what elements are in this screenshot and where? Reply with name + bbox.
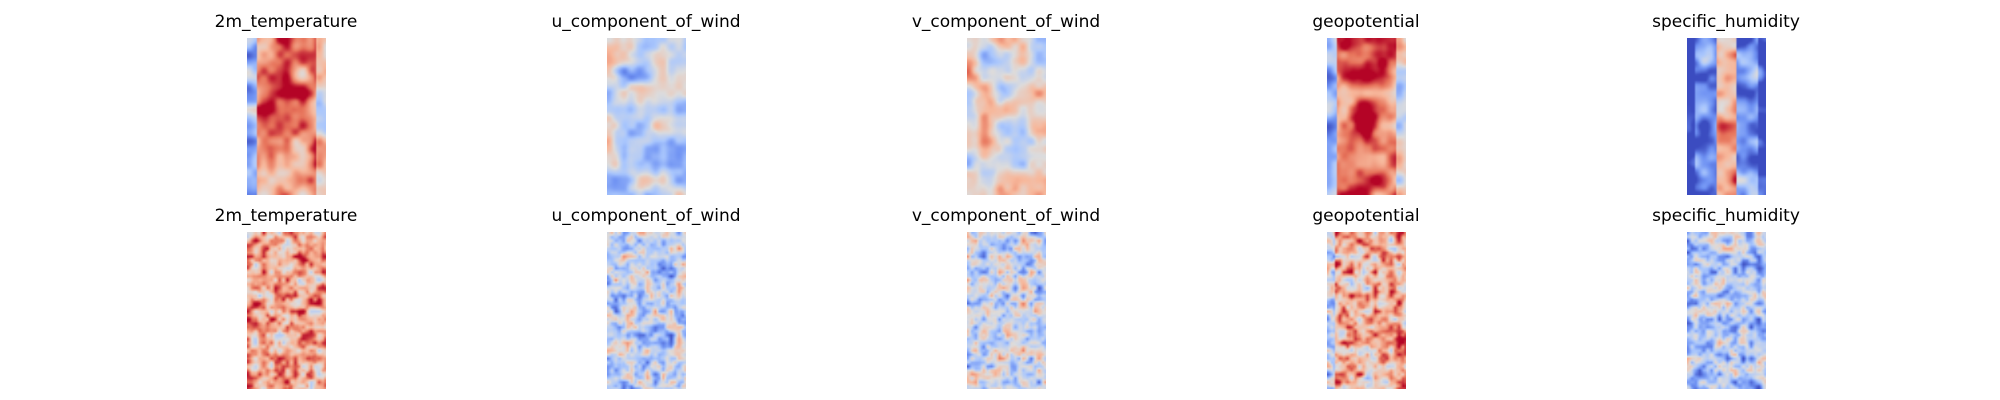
panel-title: v_component_of_wind [911,12,1101,32]
heatmap-image [967,232,1046,389]
panel-title: specific_humidity [1652,12,1800,32]
heatmap-image [607,38,686,195]
heatmap-image [247,38,326,195]
heatmap-image [967,38,1046,195]
heatmap-image [1327,232,1406,389]
panel-title: v_component_of_wind [911,206,1101,226]
heatmap-image [1687,232,1766,389]
panel-title: geopotential [1312,12,1420,32]
heatmap-image [247,232,326,389]
heatmap-image [1687,38,1766,195]
panel-title: u_component_of_wind [551,206,741,226]
panel-title: specific_humidity [1652,206,1800,226]
panel-title: geopotential [1312,206,1420,226]
heatmap-image [1327,38,1406,195]
panel-title: 2m_temperature [214,12,358,32]
panel-title: u_component_of_wind [551,12,741,32]
panel-title: 2m_temperature [214,206,358,226]
heatmap-image [607,232,686,389]
